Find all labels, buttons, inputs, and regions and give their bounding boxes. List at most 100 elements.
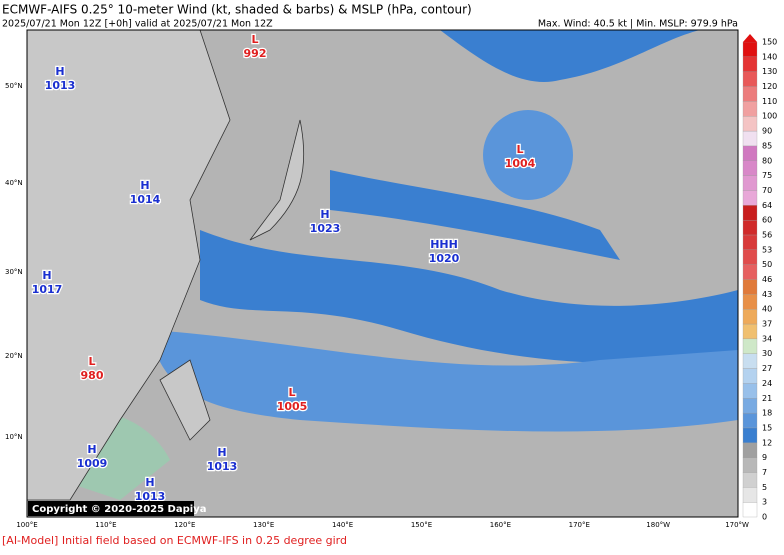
colorbar-label: 56 (762, 230, 772, 239)
colorbar-label: 18 (762, 409, 772, 418)
center-type: H (55, 65, 64, 78)
lat-label: 50°N (5, 82, 23, 90)
colorbar-label: 34 (762, 334, 772, 343)
footer: [AI-Model] Initial field based on ECMWF-… (2, 534, 347, 547)
colorbar-segment (742, 427, 758, 443)
colorbar-segment (742, 160, 758, 176)
center-type: H (145, 476, 154, 489)
colorbar-segment (742, 323, 758, 340)
center-value: 1004 (505, 157, 536, 170)
colorbar-segment (742, 353, 758, 369)
colorbar-segment (742, 130, 758, 147)
colorbar-label: 12 (762, 438, 772, 447)
center-value: 1005 (277, 400, 308, 413)
lon-label: 180°W (646, 521, 670, 529)
center-type: L (88, 355, 95, 368)
center-value: 1013 (135, 490, 166, 503)
colorbar-label: 80 (762, 156, 772, 165)
lon-label: 140°E (332, 521, 353, 529)
colorbar-segment (742, 338, 758, 354)
lon-label: 160°E (490, 521, 511, 529)
colorbar-segment (742, 56, 758, 72)
colorbar-label: 27 (762, 364, 772, 373)
colorbar-segment (742, 219, 758, 236)
lon-label: 110°E (95, 521, 116, 529)
copyright-box (28, 501, 194, 516)
colorbar-segment (742, 71, 758, 87)
colorbar-segment (742, 264, 758, 280)
center-value: 992 (244, 47, 267, 60)
center-value: 1020 (429, 252, 460, 265)
lon-label: 170°W (725, 521, 749, 529)
colorbar-segment (742, 41, 758, 57)
colorbar-label: 75 (762, 171, 772, 180)
colorbar-label: 110 (762, 97, 777, 106)
subtitle: 2025/07/21 Mon 12Z [+0h] valid at 2025/0… (2, 19, 273, 30)
colorbar-label: 21 (762, 394, 772, 403)
center-value: 1014 (130, 193, 161, 206)
colorbar-segment (742, 502, 758, 518)
colorbar-segment (742, 442, 758, 458)
colorbar-arrow (743, 34, 757, 42)
colorbar-label: 43 (762, 290, 772, 299)
colorbar-label: 37 (762, 320, 772, 329)
colorbar-segment (742, 175, 758, 191)
axes: 50°N 40°N 30°N 20°N 10°N 100°E 110°E 120°E 130°E… (5, 82, 749, 529)
colorbar-segment (742, 279, 758, 295)
colorbar-label: 130 (762, 67, 777, 76)
center-value: 1009 (77, 457, 108, 470)
lat-label: 30°N (5, 268, 23, 276)
colorbar-label: 100 (762, 112, 777, 121)
colorbar-label: 46 (762, 275, 772, 284)
colorbar-label: 90 (762, 127, 772, 136)
center-type: L (251, 33, 258, 46)
colorbar-label: 140 (762, 52, 777, 61)
center-type: H (140, 179, 149, 192)
colorbar-label: 60 (762, 216, 772, 225)
center-type: H (42, 269, 51, 282)
colorbar-label: 5 (762, 483, 767, 492)
colorbar-segment (742, 190, 758, 206)
center-value: 1013 (207, 460, 238, 473)
copyright: Copyright © 2020-2025 Dapiya (32, 504, 206, 515)
lon-label: 150°E (411, 521, 432, 529)
center-type: L (516, 143, 523, 156)
center-value: 1017 (32, 283, 63, 296)
colorbar-label: 9 (762, 453, 767, 462)
center-type: H (87, 443, 96, 456)
colorbar-label: 85 (762, 141, 772, 150)
colorbar-label: 0 (762, 513, 767, 522)
colorbar-label: 3 (762, 498, 767, 507)
colorbar-segment (742, 398, 758, 414)
center-value: 1013 (45, 79, 76, 92)
colorbar: 0 3 5 7 9 12 15 18 21 24 27 30 34 37 40 43 46 50 53 56 60 64 7… (742, 34, 777, 522)
map (26, 29, 739, 518)
colorbar-label: 40 (762, 305, 772, 314)
colorbar-segment (742, 294, 758, 310)
colorbar-label: 70 (762, 186, 772, 195)
pressure-centers: H1013L992H1014H1017H1023L1004HHH1020L980… (30, 32, 536, 505)
lat-label: 40°N (5, 179, 23, 187)
lon-label: 100°E (16, 521, 37, 529)
center-type: HHH (430, 238, 458, 251)
lon-label: 130°E (253, 521, 274, 529)
colorbar-segment (742, 86, 758, 102)
colorbar-label: 120 (762, 82, 777, 91)
colorbar-segment (742, 472, 758, 488)
colorbar-segment (742, 368, 758, 384)
colorbar-segment (742, 116, 758, 132)
lat-label: 20°N (5, 352, 23, 360)
colorbar-segment (742, 457, 758, 473)
lon-label: 120°E (174, 521, 195, 529)
colorbar-segment (742, 309, 758, 325)
colorbar-segment (742, 487, 758, 503)
center-value: 1023 (310, 222, 341, 235)
colorbar-label: 150 (762, 38, 777, 47)
center-type: H (217, 446, 226, 459)
colorbar-label: 64 (762, 201, 772, 210)
colorbar-label: 50 (762, 260, 772, 269)
colorbar-label: 7 (762, 468, 767, 477)
colorbar-segment (742, 145, 758, 161)
colorbar-segment (742, 249, 758, 265)
colorbar-segment (742, 205, 758, 221)
